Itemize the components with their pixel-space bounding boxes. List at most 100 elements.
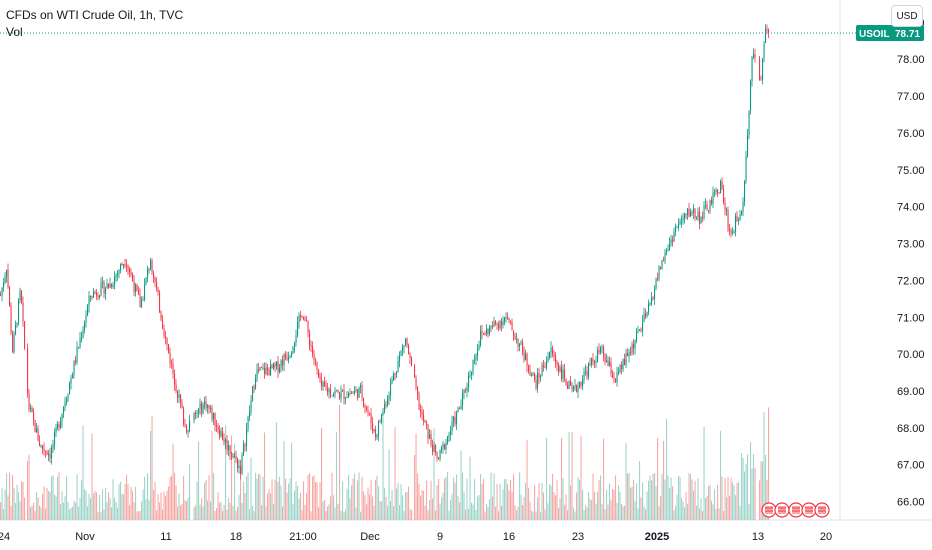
candle-body (606, 360, 608, 362)
candle-body (517, 338, 519, 347)
candle-body (723, 188, 725, 203)
volume-bar (511, 491, 513, 520)
candle-body (280, 360, 282, 368)
candle-body (142, 299, 144, 301)
currency-button[interactable]: USD (891, 5, 923, 27)
volume-bar (651, 480, 653, 520)
candle-body (561, 367, 563, 379)
volume-bar (234, 443, 236, 520)
candle-body (268, 369, 270, 376)
candle-body (595, 362, 597, 364)
candle-body (322, 382, 324, 387)
volume-bar (751, 468, 753, 520)
economic-event-flag-icon[interactable] (788, 502, 804, 518)
volume-bar (300, 493, 302, 520)
volume-bar (277, 481, 279, 520)
volume-bar (541, 482, 543, 520)
volume-bar (183, 475, 185, 520)
volume-bar (0, 502, 2, 520)
candle-body (379, 421, 381, 423)
volume-bar (495, 506, 497, 520)
candle-body (118, 270, 120, 273)
candle-body (607, 360, 609, 367)
volume-bar (166, 490, 168, 520)
candle-body (184, 423, 186, 426)
candle-body (397, 361, 399, 373)
volume-bar (43, 486, 45, 520)
volume-bar (630, 487, 632, 520)
volume-bar (58, 472, 60, 520)
candle-body (555, 355, 557, 363)
volume-bar (517, 506, 519, 520)
volume-bar (402, 495, 404, 520)
candle-body (637, 330, 639, 332)
candle-body (249, 411, 251, 418)
candle-body (423, 414, 425, 422)
candle-body (652, 297, 654, 300)
volume-indicator-label[interactable]: Vol (6, 25, 23, 39)
time-tick-label: 16 (503, 531, 515, 543)
volume-bar (141, 501, 143, 520)
candle-body (253, 386, 255, 389)
volume-bar (565, 494, 567, 520)
candle-body (759, 57, 761, 80)
volume-bar (268, 488, 270, 520)
volume-bar (655, 486, 657, 520)
chart-title: CFDs on WTI Crude Oil, 1h, TVC (6, 8, 184, 22)
volume-bar (120, 481, 122, 520)
volume-bar (259, 474, 261, 520)
candle-body (34, 420, 36, 432)
candle-body (570, 381, 572, 386)
volume-bar (22, 482, 24, 520)
candle-body (727, 210, 729, 230)
candle-body (396, 372, 398, 375)
volume-bar (237, 507, 239, 520)
volume-bar (253, 511, 255, 520)
candle-body (736, 215, 738, 221)
volume-bar (342, 481, 344, 520)
price-tick-label: 70.00 (897, 349, 925, 361)
volume-bar (310, 511, 312, 520)
volume-bar (561, 437, 563, 520)
volume-bar (460, 450, 462, 520)
volume-bar (379, 500, 381, 520)
volume-bar (396, 488, 398, 520)
volume-bar (471, 502, 473, 520)
volume-bar (133, 502, 135, 520)
candle-body (79, 338, 81, 348)
volume-bar (151, 416, 153, 520)
candle-body (99, 295, 101, 298)
candle-body (262, 367, 264, 369)
candle-body (730, 230, 732, 234)
volume-bar (637, 508, 639, 520)
candle-body (712, 192, 714, 204)
candle-body (48, 453, 50, 456)
candle-body (232, 456, 234, 458)
candle-body (238, 465, 240, 468)
economic-events (761, 502, 830, 518)
volume-bar (529, 501, 531, 520)
candle-body (193, 412, 195, 421)
volume-bar (687, 503, 689, 520)
candle-body (676, 227, 678, 229)
candle-body (597, 349, 599, 363)
volume-bar (463, 491, 465, 520)
economic-event-flag-icon[interactable] (814, 502, 830, 518)
candle-body (85, 315, 87, 323)
volume-bar (187, 497, 189, 520)
economic-event-flag-icon[interactable] (774, 502, 790, 518)
economic-event-flag-icon[interactable] (801, 502, 817, 518)
economic-event-flag-icon[interactable] (761, 502, 777, 518)
candle-body (274, 363, 276, 367)
volume-bar (363, 491, 365, 520)
volume-bar (55, 496, 57, 520)
volume-bar (123, 494, 125, 520)
candle-body (333, 393, 335, 396)
volume-bar (28, 454, 30, 520)
volume-bar (180, 505, 182, 520)
candle-body (177, 391, 179, 398)
candle-body (292, 347, 294, 354)
volume-bar (321, 427, 323, 520)
volume-bar (30, 506, 32, 520)
